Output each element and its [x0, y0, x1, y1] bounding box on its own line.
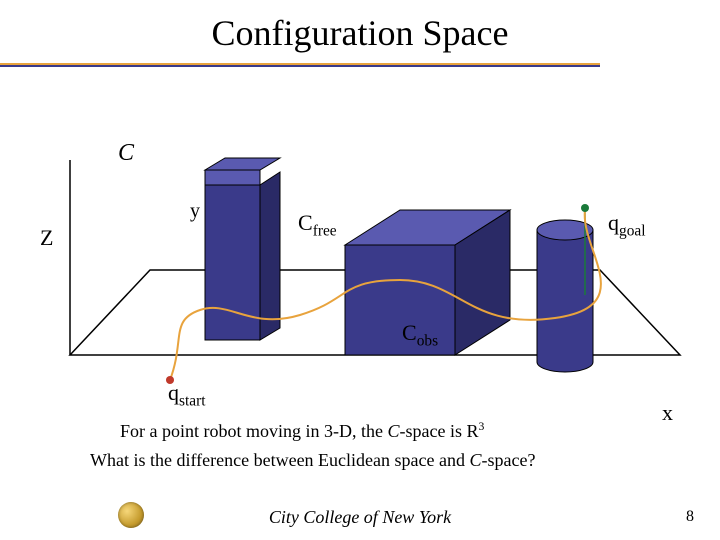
label-q-goal: qgoal	[608, 210, 646, 240]
footer: City College of New York 8	[0, 498, 720, 528]
label-y-axis: y	[190, 200, 200, 223]
label-c-space: C	[118, 140, 134, 167]
label-c-obs: Cobs	[402, 320, 438, 350]
diagram-svg	[0, 80, 720, 440]
label-c-free: Cfree	[298, 210, 337, 240]
page-number: 8	[686, 508, 694, 526]
slide-title: Configuration Space	[0, 0, 720, 54]
title-underline	[0, 63, 600, 67]
caption-line-2: What is the difference between Euclidean…	[90, 450, 535, 471]
label-z-axis: Z	[40, 225, 53, 251]
label-q-start: qstart	[168, 380, 206, 410]
college-seal-icon	[118, 502, 144, 528]
label-x-axis: x	[662, 400, 673, 426]
footer-text: City College of New York	[269, 507, 451, 528]
diagram-area: C Z y x Cfree Cobs qgoal qstart	[0, 80, 720, 420]
caption-line-1: For a point robot moving in 3-D, the C-s…	[120, 420, 484, 442]
